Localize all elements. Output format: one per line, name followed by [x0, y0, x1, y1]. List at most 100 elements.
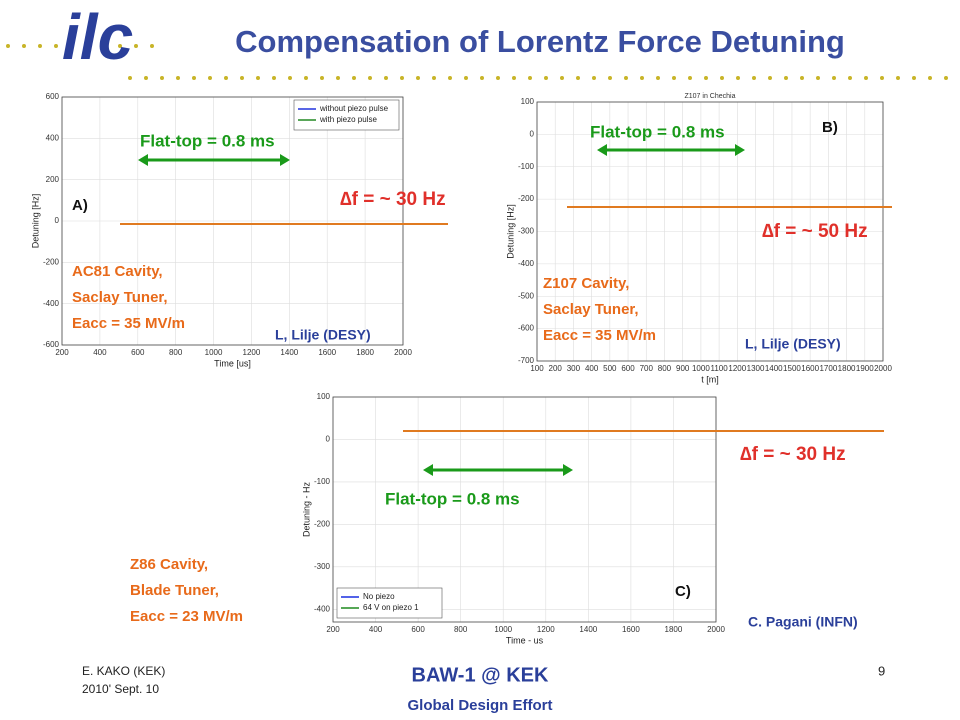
x-tick-label: 400 [369, 625, 383, 634]
annotation: Z107 Cavity, [543, 275, 629, 292]
chart-frame [45, 88, 405, 370]
legend-label: No piezo [363, 592, 395, 601]
y-tick-label: -600 [43, 340, 60, 349]
annotation: B) [822, 119, 838, 136]
slide-title: Compensation of Lorentz Force Detuning [235, 24, 845, 59]
y-tick-label: -300 [518, 227, 535, 236]
x-tick-label: 200 [326, 625, 340, 634]
y-tick-label: -500 [518, 291, 535, 300]
x-tick-label: 1700 [819, 364, 837, 373]
x-tick-label: 800 [658, 364, 672, 373]
y-axis-label: Detuning [Hz] [505, 204, 515, 259]
x-tick-label: 1500 [783, 364, 801, 373]
legend-label: 64 V on piezo 1 [363, 603, 419, 612]
x-tick-label: 1600 [622, 625, 640, 634]
x-axis-label: t [m] [701, 374, 719, 384]
x-axis-label: Time - us [506, 635, 544, 645]
x-tick-label: 800 [169, 348, 183, 357]
annotation: ∆f = ~ 30 Hz [340, 189, 446, 210]
annotation: AC81 Cavity, [72, 263, 163, 280]
x-tick-label: 800 [454, 625, 468, 634]
x-tick-label: 900 [676, 364, 690, 373]
chart-title: Z107 in Chechia [685, 93, 736, 100]
x-tick-label: 1200 [537, 625, 555, 634]
annotation: Flat-top = 0.8 ms [590, 122, 725, 141]
x-tick-label: 600 [621, 364, 635, 373]
x-tick-label: 2000 [874, 364, 892, 373]
y-tick-label: -400 [518, 259, 535, 268]
x-tick-label: 1800 [665, 625, 683, 634]
y-tick-label: -100 [518, 162, 535, 171]
annotation: C) [675, 583, 691, 600]
y-tick-label: 100 [521, 97, 535, 106]
y-tick-label: -300 [314, 562, 331, 571]
y-tick-label: 200 [46, 175, 60, 184]
x-axis-label: Time [us] [214, 358, 251, 368]
y-tick-label: -400 [314, 604, 331, 613]
plot-area [332, 396, 717, 623]
annotation: Eacc = 35 MV/m [543, 327, 656, 344]
annotation: A) [72, 197, 88, 214]
annotation: C. Pagani (INFN) [748, 614, 858, 630]
annotation: Eacc = 35 MV/m [72, 315, 185, 332]
x-tick-label: 1600 [801, 364, 819, 373]
y-tick-label: 100 [317, 392, 331, 401]
x-tick-label: 2000 [394, 348, 412, 357]
x-tick-label: 600 [131, 348, 145, 357]
legend-box [293, 99, 400, 131]
legend-label: with piezo pulse [319, 115, 377, 124]
x-tick-label: 1200 [243, 348, 261, 357]
x-tick-label: 1800 [356, 348, 374, 357]
plot-area [61, 96, 404, 346]
y-tick-label: -700 [518, 356, 535, 365]
x-tick-label: 1000 [692, 364, 710, 373]
author: E. KAKO (KEK) [82, 664, 165, 678]
x-tick-label: 200 [55, 348, 69, 357]
annotation: L, Lilje (DESY) [745, 336, 841, 352]
annotation: Saclay Tuner, [72, 289, 168, 306]
x-tick-label: 1400 [765, 364, 783, 373]
x-tick-label: 1400 [579, 625, 597, 634]
annotation: Flat-top = 0.8 ms [140, 131, 275, 150]
x-tick-label: 400 [93, 348, 107, 357]
date: 2010' Sept. 10 [82, 682, 159, 696]
y-tick-label: 0 [326, 435, 331, 444]
org: Global Design Effort [407, 697, 552, 714]
x-tick-label: 1900 [856, 364, 874, 373]
legend-label: without piezo pulse [319, 104, 389, 113]
annotation: ∆f = ~ 30 Hz [740, 444, 846, 465]
annotation: Saclay Tuner, [543, 301, 639, 318]
y-tick-label: -200 [314, 519, 331, 528]
annotation: Z86 Cavity, [130, 556, 208, 573]
annotation: Eacc = 23 MV/m [130, 608, 243, 625]
x-tick-label: 200 [549, 364, 563, 373]
x-tick-label: 1200 [728, 364, 746, 373]
y-tick-label: -600 [518, 324, 535, 333]
y-tick-label: 600 [46, 92, 60, 101]
page-number: 9 [878, 663, 885, 678]
x-tick-label: 1300 [747, 364, 765, 373]
y-tick-label: -400 [43, 299, 60, 308]
annotation: ∆f = ~ 50 Hz [762, 221, 868, 242]
event: BAW-1 @ KEK [412, 664, 549, 686]
x-tick-label: 100 [530, 364, 544, 373]
x-tick-label: 1000 [205, 348, 223, 357]
x-tick-label: 1400 [280, 348, 298, 357]
y-axis-label: Detuning - Hz [301, 481, 311, 537]
y-tick-label: 400 [46, 133, 60, 142]
x-tick-label: 1600 [318, 348, 336, 357]
y-tick-label: 0 [55, 216, 60, 225]
y-tick-label: 0 [530, 129, 535, 138]
y-tick-label: -100 [314, 477, 331, 486]
x-tick-label: 400 [585, 364, 599, 373]
x-tick-label: 2000 [707, 625, 725, 634]
annotation: L, Lilje (DESY) [275, 327, 371, 343]
annotation: Flat-top = 0.8 ms [385, 489, 520, 508]
y-axis-label: Detuning [Hz] [30, 194, 40, 249]
y-tick-label: -200 [43, 257, 60, 266]
chart-frame [515, 90, 885, 372]
logo: ilc [62, 1, 133, 73]
x-tick-label: 1800 [838, 364, 856, 373]
annotation: Blade Tuner, [130, 582, 219, 599]
